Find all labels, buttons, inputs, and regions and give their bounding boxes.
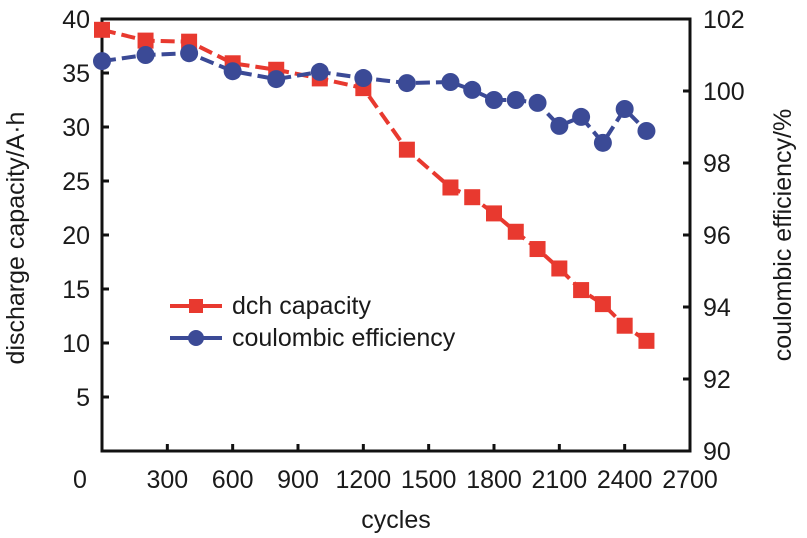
data-point-coulombic-efficiency [528, 93, 547, 112]
data-point-coulombic-efficiency [310, 62, 329, 81]
series-layer [93, 21, 656, 349]
legend-label-coulombic-efficiency: coulombic efficiency [232, 324, 456, 352]
x-tick-label: 1500 [401, 466, 457, 494]
data-point-dch-capacity [464, 189, 481, 206]
data-point-coulombic-efficiency [637, 121, 656, 140]
right-y-tick-label: 92 [703, 366, 731, 394]
x-tick-label: 0 [73, 466, 87, 494]
legend-item-coulombic-efficiency: coulombic efficiency [170, 324, 456, 352]
data-point-dch-capacity [137, 32, 154, 49]
data-point-coulombic-efficiency [485, 91, 503, 109]
data-point-coulombic-efficiency [267, 70, 286, 89]
x-tick-label: 600 [212, 466, 254, 494]
series-line-dch-capacity [101, 27, 648, 343]
legend: dch capacity coulombic efficiency [170, 292, 456, 352]
x-tick-label: 900 [277, 466, 319, 494]
series-dch-capacity [94, 21, 655, 349]
left-y-axis-title: discharge capacity/A·h [2, 112, 30, 365]
right-y-tick-label: 94 [703, 294, 731, 322]
data-point-coulombic-efficiency [180, 44, 199, 63]
legend-label-dch-capacity: dch capacity [232, 292, 371, 320]
legend-circle-marker-icon [188, 330, 204, 346]
right-y-tick-label: 102 [703, 6, 745, 34]
x-tick-label: 2700 [662, 466, 718, 494]
data-point-dch-capacity [551, 260, 568, 277]
left-y-tick-label: 15 [62, 276, 90, 304]
data-point-dch-capacity [573, 282, 590, 299]
data-point-coulombic-efficiency [615, 100, 634, 118]
right-y-tick-label: 98 [703, 150, 731, 178]
data-point-dch-capacity [94, 21, 110, 38]
data-point-dch-capacity [442, 179, 459, 196]
right-y-axis-ticks: 90 92 94 96 98 100 102 [683, 6, 745, 466]
data-point-coulombic-efficiency [506, 91, 525, 109]
x-axis-title: cycles [361, 506, 430, 534]
data-point-coulombic-efficiency [550, 116, 569, 135]
right-y-tick-label: 100 [703, 78, 745, 106]
left-y-tick-label: 40 [62, 6, 90, 34]
x-tick-label: 1800 [466, 466, 522, 494]
data-point-dch-capacity [507, 223, 524, 240]
data-point-dch-capacity [529, 241, 546, 258]
data-point-dch-capacity [398, 141, 415, 158]
x-tick-label: 2100 [532, 466, 588, 494]
data-point-coulombic-efficiency [354, 69, 373, 88]
right-y-tick-label: 90 [703, 438, 731, 466]
data-point-coulombic-efficiency [572, 107, 591, 126]
data-point-coulombic-efficiency [93, 52, 111, 71]
right-y-axis-title: coulombic efficiency/% [769, 109, 797, 361]
data-point-coulombic-efficiency [463, 80, 482, 99]
series-coulombic-efficiency [93, 44, 656, 152]
data-point-coulombic-efficiency [397, 74, 416, 93]
legend-item-dch-capacity: dch capacity [170, 292, 371, 320]
left-y-tick-label: 5 [76, 384, 90, 412]
data-point-dch-capacity [486, 205, 502, 222]
x-tick-label: 300 [146, 466, 188, 494]
x-tick-label: 1200 [336, 466, 392, 494]
x-axis-ticks: 0 300 600 900 1200 1500 1800 2100 2400 2700 [73, 444, 718, 494]
data-point-dch-capacity [616, 317, 633, 334]
left-y-tick-label: 30 [62, 114, 90, 142]
data-point-coulombic-efficiency [223, 62, 242, 81]
legend-square-marker-icon [189, 299, 203, 313]
left-y-tick-label: 10 [62, 330, 90, 358]
left-y-axis-ticks: 5 10 15 20 25 30 35 40 [62, 6, 109, 412]
left-y-tick-label: 25 [62, 168, 90, 196]
data-point-coulombic-efficiency [136, 46, 155, 64]
left-y-tick-label: 20 [62, 222, 90, 250]
data-point-coulombic-efficiency [441, 73, 460, 91]
right-y-tick-label: 96 [703, 222, 731, 250]
left-y-tick-label: 35 [62, 60, 90, 88]
data-point-dch-capacity [638, 332, 655, 349]
data-point-coulombic-efficiency [593, 133, 612, 152]
data-point-dch-capacity [594, 296, 611, 313]
x-tick-label: 2400 [597, 466, 653, 494]
